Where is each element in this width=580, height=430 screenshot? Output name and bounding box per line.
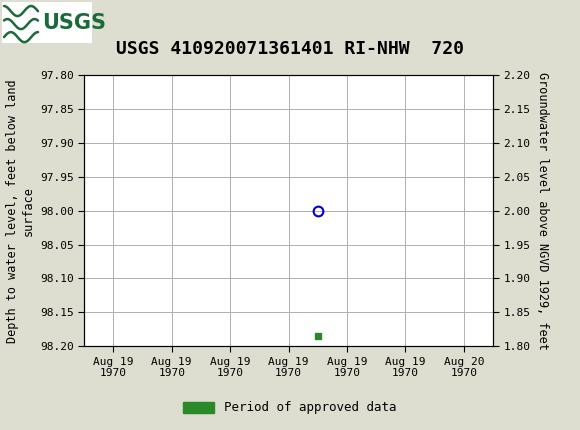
Y-axis label: Groundwater level above NGVD 1929, feet: Groundwater level above NGVD 1929, feet bbox=[536, 72, 549, 350]
Legend: Period of approved data: Period of approved data bbox=[178, 396, 402, 419]
Text: USGS: USGS bbox=[42, 13, 106, 33]
Y-axis label: Depth to water level, feet below land
surface: Depth to water level, feet below land su… bbox=[6, 79, 34, 343]
Text: USGS 410920071361401 RI-NHW  720: USGS 410920071361401 RI-NHW 720 bbox=[116, 40, 464, 58]
Bar bbox=[2, 2, 92, 43]
